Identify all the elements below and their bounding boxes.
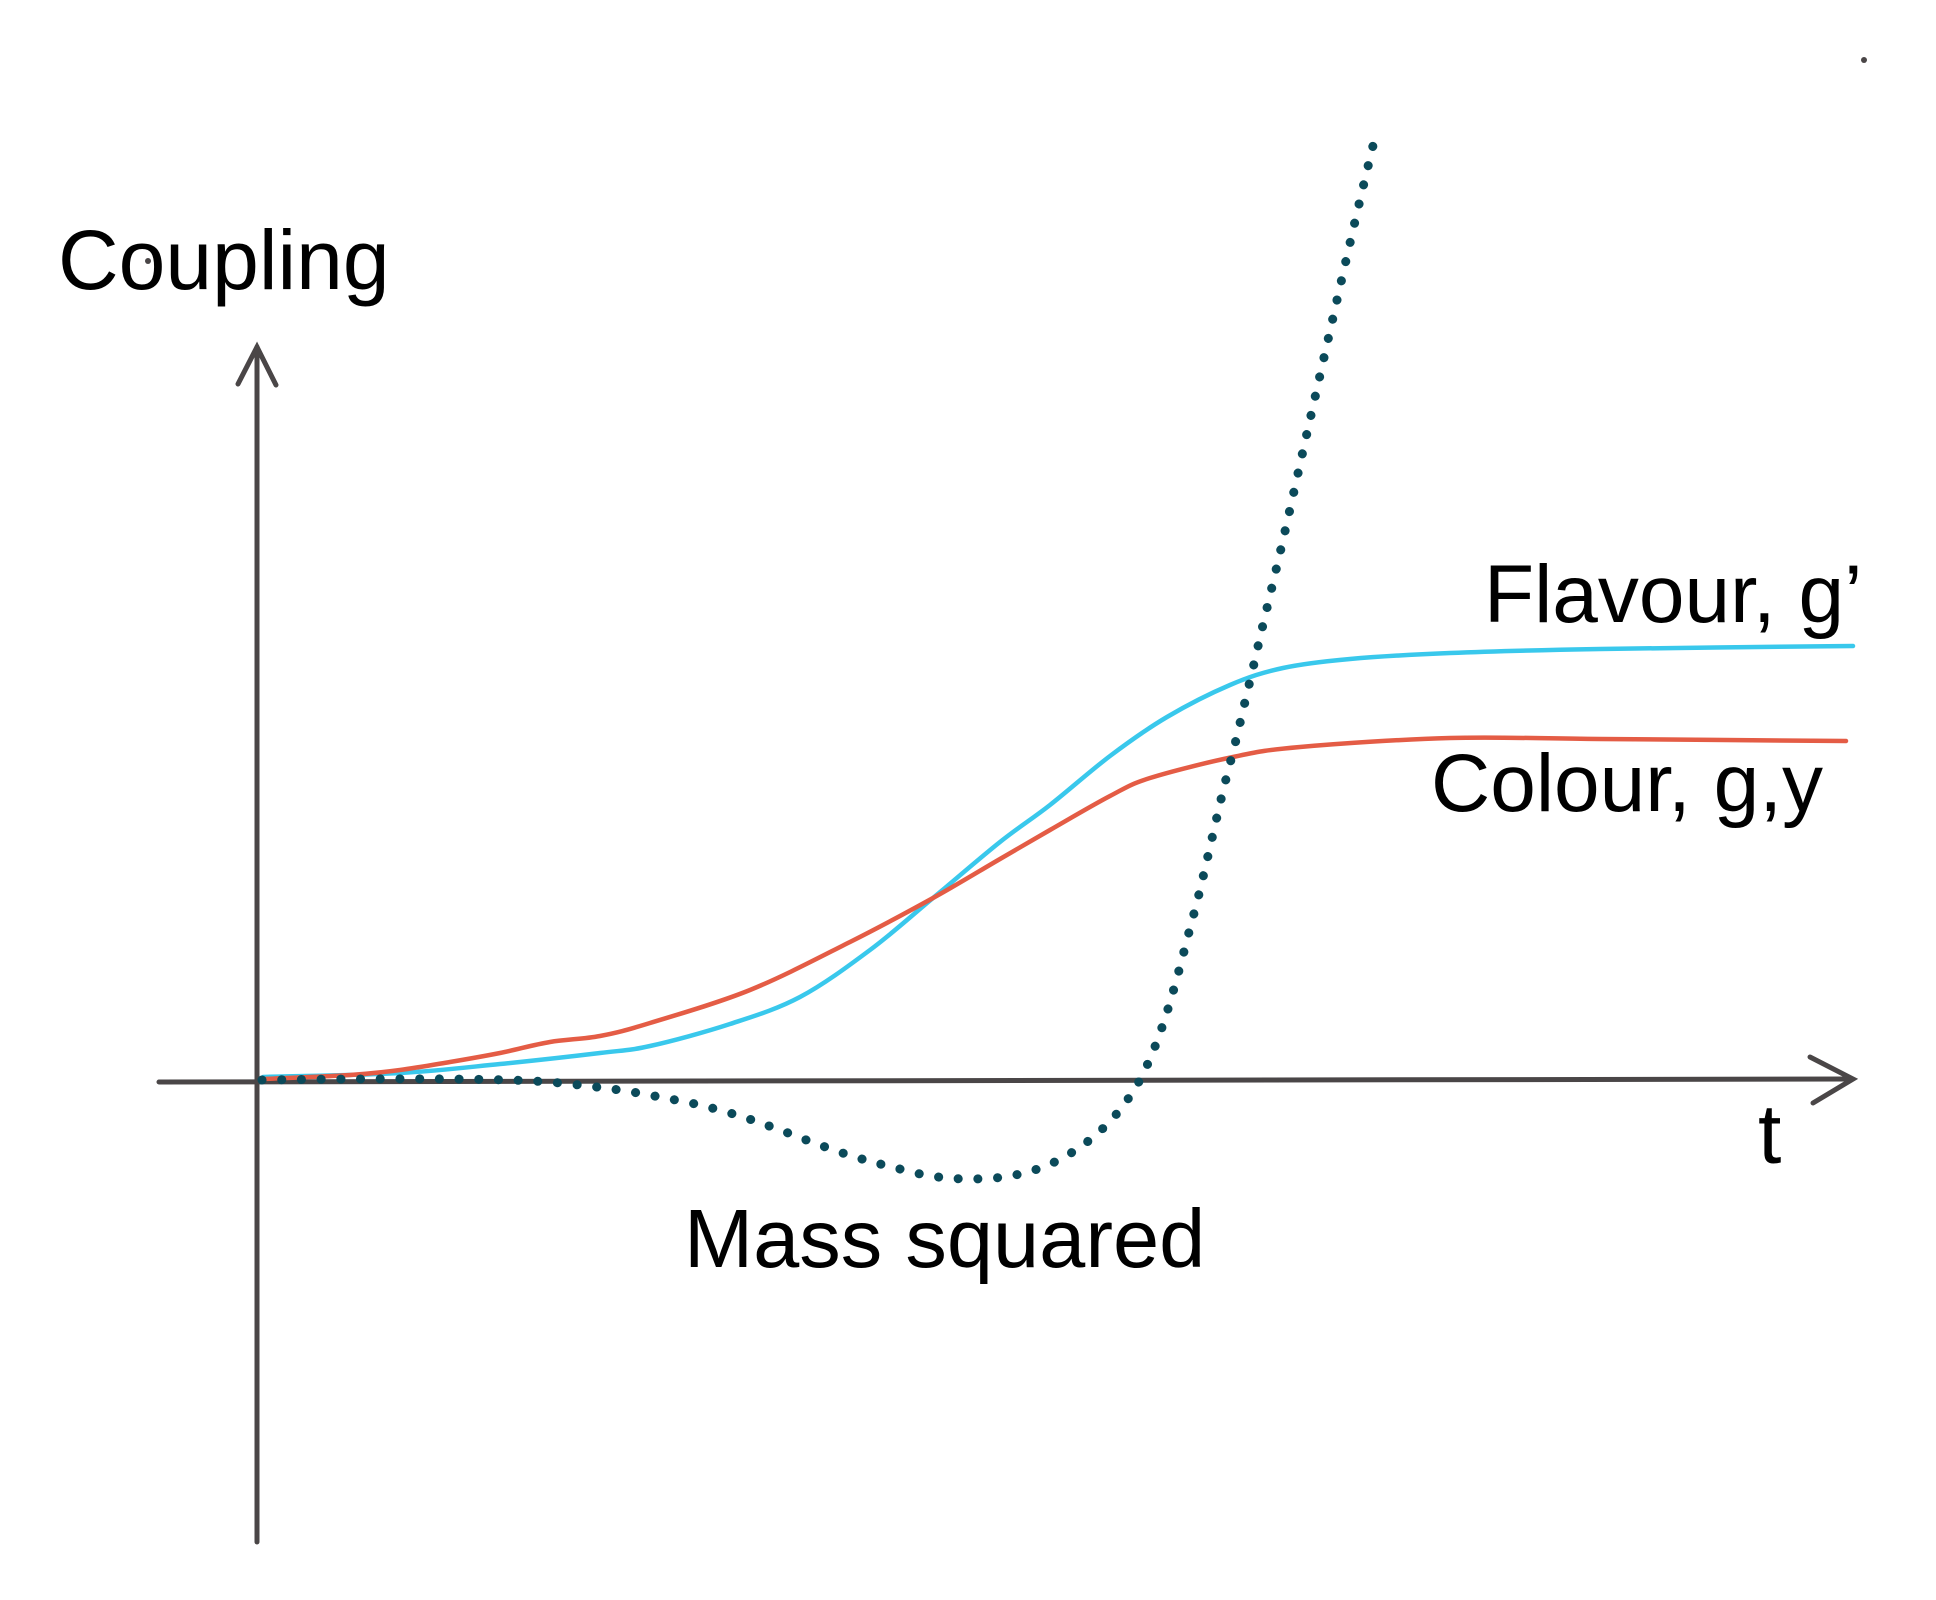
y-axis-label: Coupling xyxy=(58,213,390,307)
y-axis-arrowhead-icon xyxy=(235,341,279,388)
mass-squared-label: Mass squared xyxy=(684,1192,1205,1285)
flavour-label: Flavour, g’ xyxy=(1484,549,1862,640)
colour-curve xyxy=(260,735,1849,1082)
x-axis-label: t xyxy=(1758,1087,1781,1181)
stray-dot xyxy=(1861,57,1867,63)
stray-dot xyxy=(145,258,151,264)
stray-marks xyxy=(145,57,1867,264)
flavour-curve xyxy=(260,643,1856,1080)
colour-label: Colour, g,y xyxy=(1431,738,1823,829)
x-axis-arrowhead-icon xyxy=(1807,1054,1859,1106)
x-axis xyxy=(156,1076,1855,1085)
